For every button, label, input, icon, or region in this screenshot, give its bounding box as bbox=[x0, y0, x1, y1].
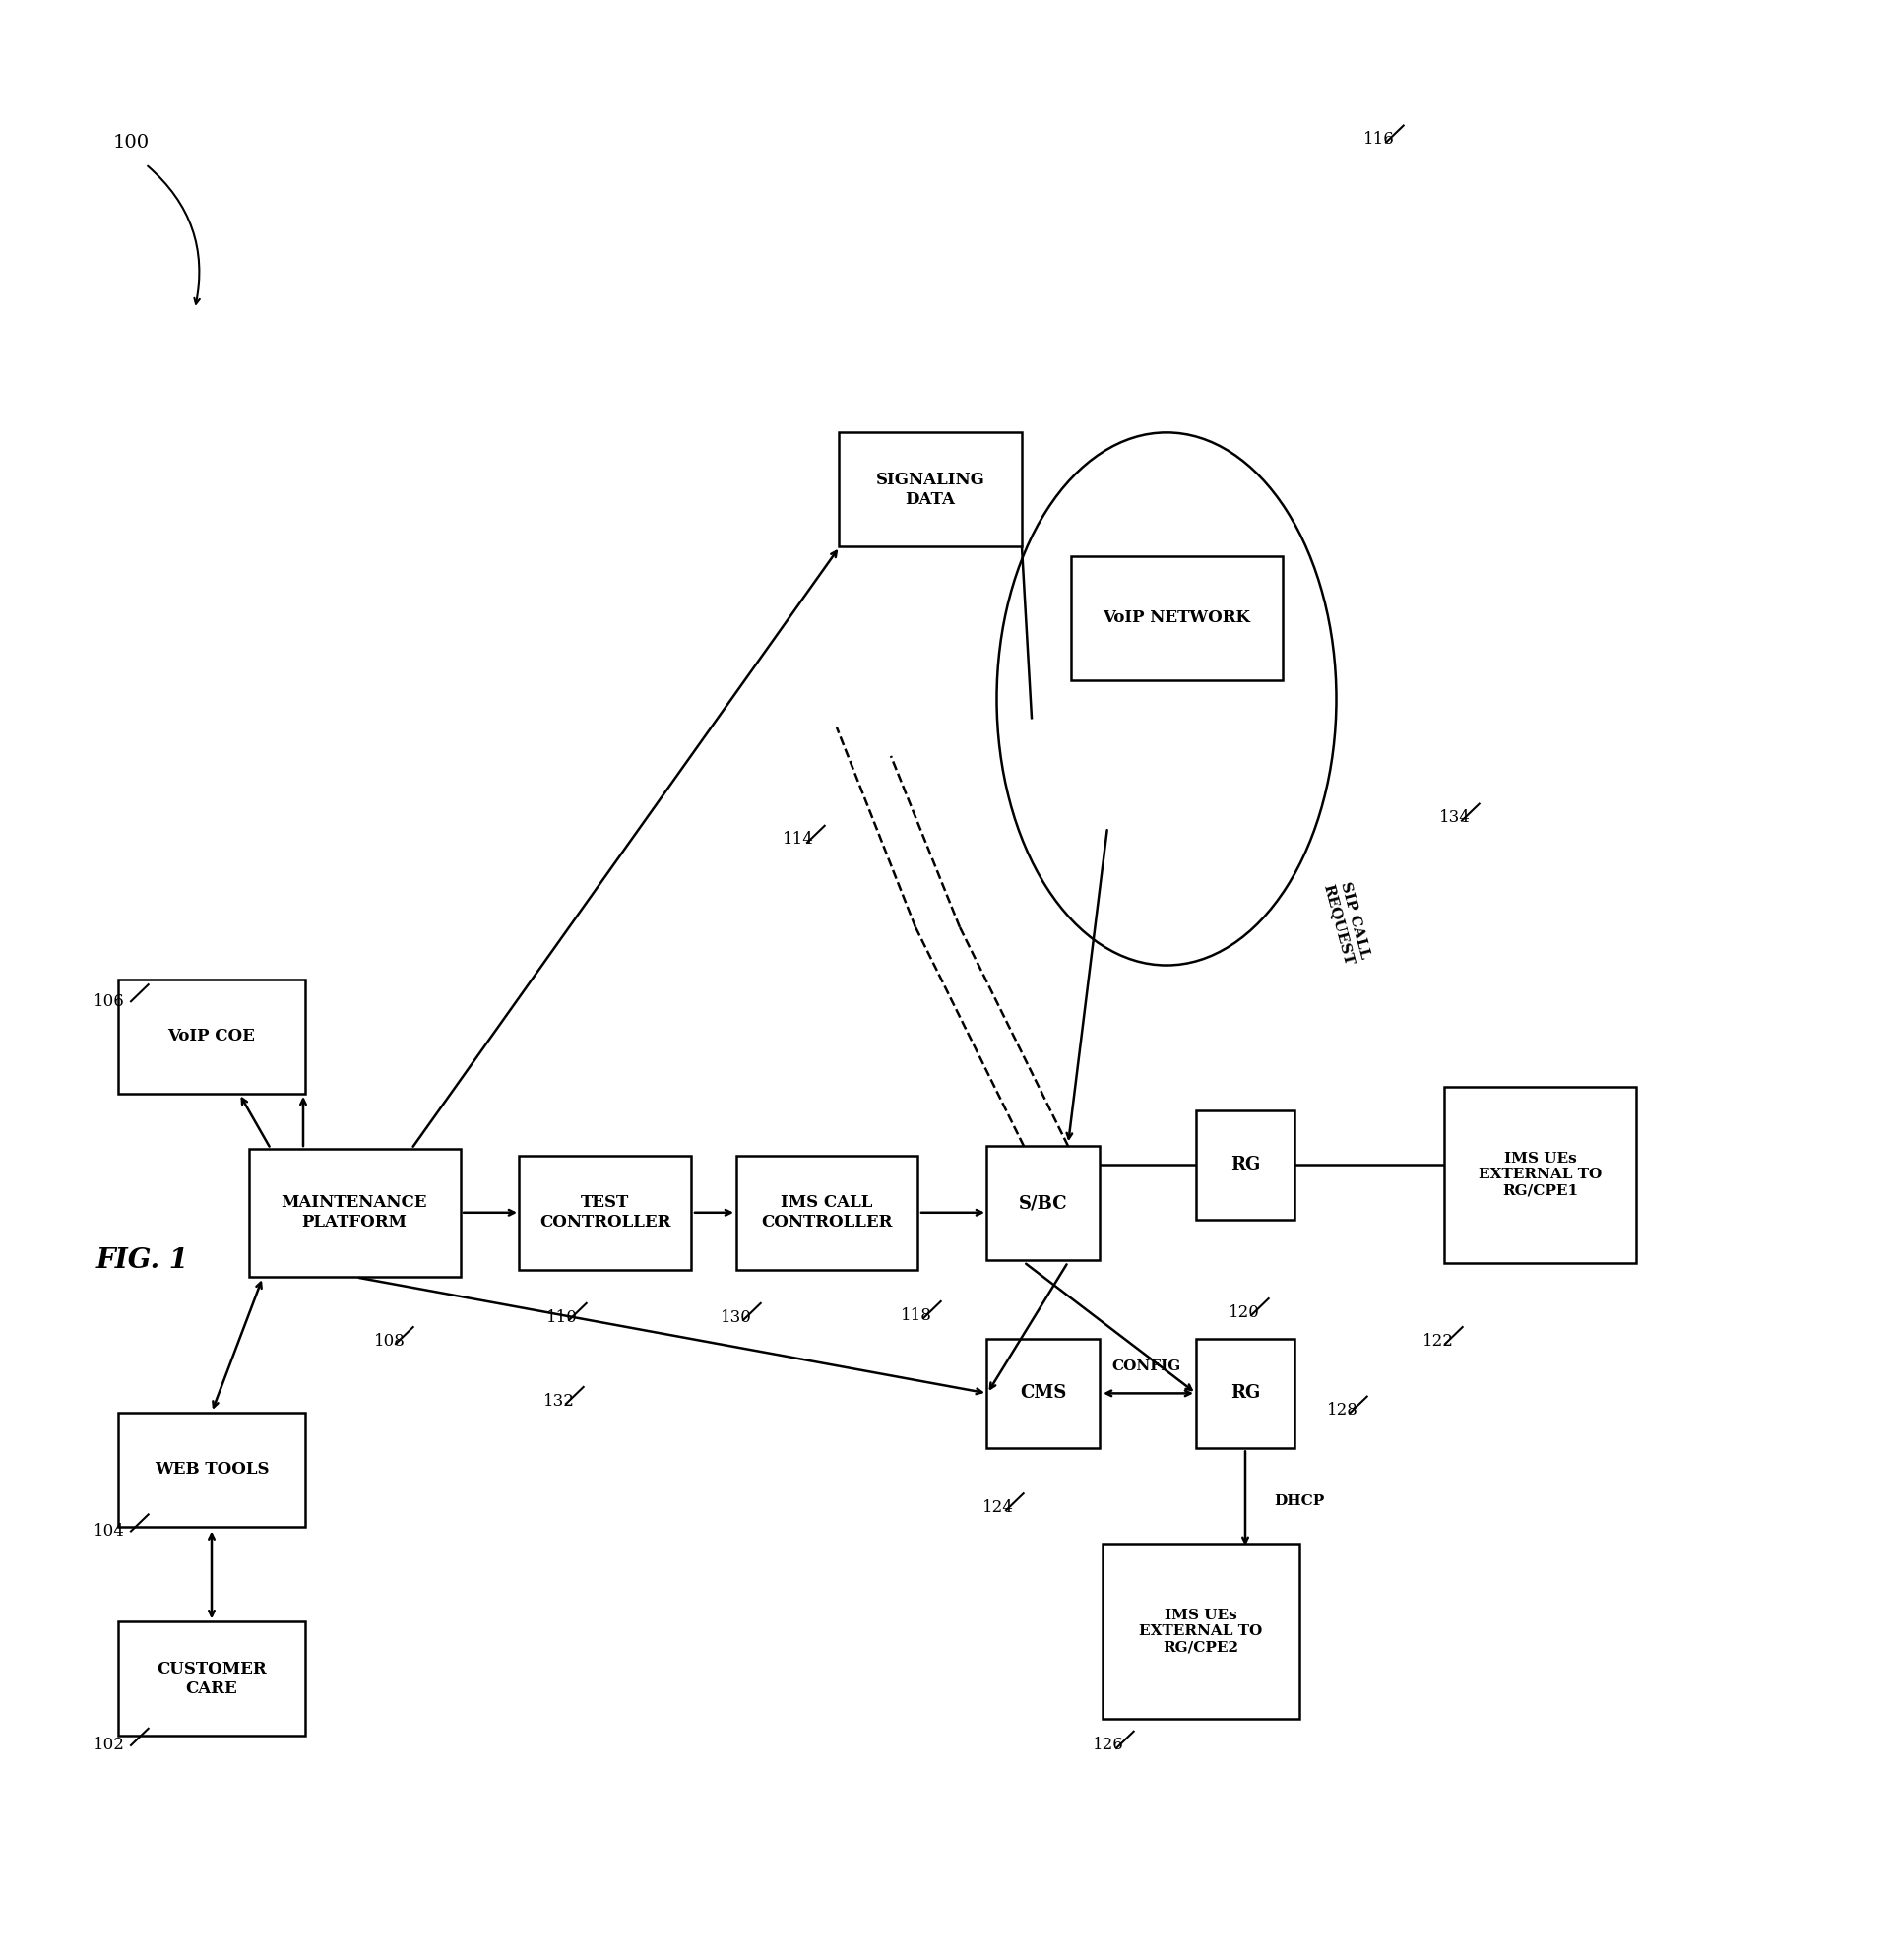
Text: 104: 104 bbox=[93, 1523, 125, 1541]
FancyBboxPatch shape bbox=[839, 433, 1020, 547]
Text: 114: 114 bbox=[782, 831, 814, 849]
FancyBboxPatch shape bbox=[1102, 1543, 1299, 1719]
Text: CMS: CMS bbox=[1020, 1384, 1066, 1401]
Text: IMS CALL
CONTROLLER: IMS CALL CONTROLLER bbox=[761, 1194, 892, 1231]
Text: 126: 126 bbox=[1092, 1737, 1123, 1754]
Text: 118: 118 bbox=[901, 1307, 931, 1323]
Text: VoIP NETWORK: VoIP NETWORK bbox=[1102, 610, 1249, 627]
Text: WEB TOOLS: WEB TOOLS bbox=[153, 1460, 269, 1478]
Text: 108: 108 bbox=[375, 1333, 405, 1348]
FancyBboxPatch shape bbox=[1194, 1339, 1293, 1448]
FancyBboxPatch shape bbox=[117, 980, 305, 1094]
FancyBboxPatch shape bbox=[1444, 1086, 1636, 1262]
Text: RG: RG bbox=[1230, 1384, 1259, 1401]
Text: IMS UEs
EXTERNAL TO
RG/CPE2: IMS UEs EXTERNAL TO RG/CPE2 bbox=[1140, 1609, 1263, 1654]
Text: SIP CALL
REQUEST: SIP CALL REQUEST bbox=[1321, 878, 1371, 966]
FancyBboxPatch shape bbox=[986, 1339, 1100, 1448]
Text: 128: 128 bbox=[1327, 1401, 1357, 1419]
Text: 120: 120 bbox=[1229, 1303, 1259, 1321]
Text: VoIP COE: VoIP COE bbox=[168, 1029, 256, 1045]
Text: FIG. 1: FIG. 1 bbox=[97, 1247, 189, 1274]
Text: 134: 134 bbox=[1439, 809, 1469, 827]
FancyBboxPatch shape bbox=[1194, 1109, 1293, 1219]
FancyBboxPatch shape bbox=[736, 1156, 918, 1270]
Text: DHCP: DHCP bbox=[1274, 1494, 1323, 1507]
FancyBboxPatch shape bbox=[117, 1621, 305, 1737]
FancyBboxPatch shape bbox=[986, 1147, 1100, 1260]
Text: 106: 106 bbox=[93, 994, 125, 1009]
Text: 122: 122 bbox=[1422, 1333, 1454, 1348]
Text: TEST
CONTROLLER: TEST CONTROLLER bbox=[540, 1194, 670, 1231]
FancyBboxPatch shape bbox=[1070, 557, 1282, 680]
Text: 132: 132 bbox=[543, 1394, 574, 1409]
Text: S/BC: S/BC bbox=[1018, 1194, 1068, 1211]
Text: 100: 100 bbox=[114, 133, 150, 151]
Text: 124: 124 bbox=[982, 1499, 1013, 1515]
Text: CONFIG: CONFIG bbox=[1111, 1360, 1181, 1374]
Text: 130: 130 bbox=[719, 1309, 752, 1325]
Text: CUSTOMER
CARE: CUSTOMER CARE bbox=[157, 1660, 267, 1697]
Text: SIGNALING
DATA: SIGNALING DATA bbox=[875, 472, 984, 508]
Text: RG: RG bbox=[1230, 1156, 1259, 1174]
Ellipse shape bbox=[996, 433, 1336, 964]
Text: IMS UEs
EXTERNAL TO
RG/CPE1: IMS UEs EXTERNAL TO RG/CPE1 bbox=[1478, 1152, 1601, 1198]
Text: 110: 110 bbox=[545, 1309, 577, 1325]
FancyBboxPatch shape bbox=[248, 1149, 460, 1276]
FancyBboxPatch shape bbox=[117, 1413, 305, 1527]
Text: 102: 102 bbox=[93, 1737, 125, 1754]
Text: MAINTENANCE
PLATFORM: MAINTENANCE PLATFORM bbox=[282, 1194, 428, 1231]
FancyBboxPatch shape bbox=[519, 1156, 691, 1270]
Text: 116: 116 bbox=[1363, 131, 1393, 147]
